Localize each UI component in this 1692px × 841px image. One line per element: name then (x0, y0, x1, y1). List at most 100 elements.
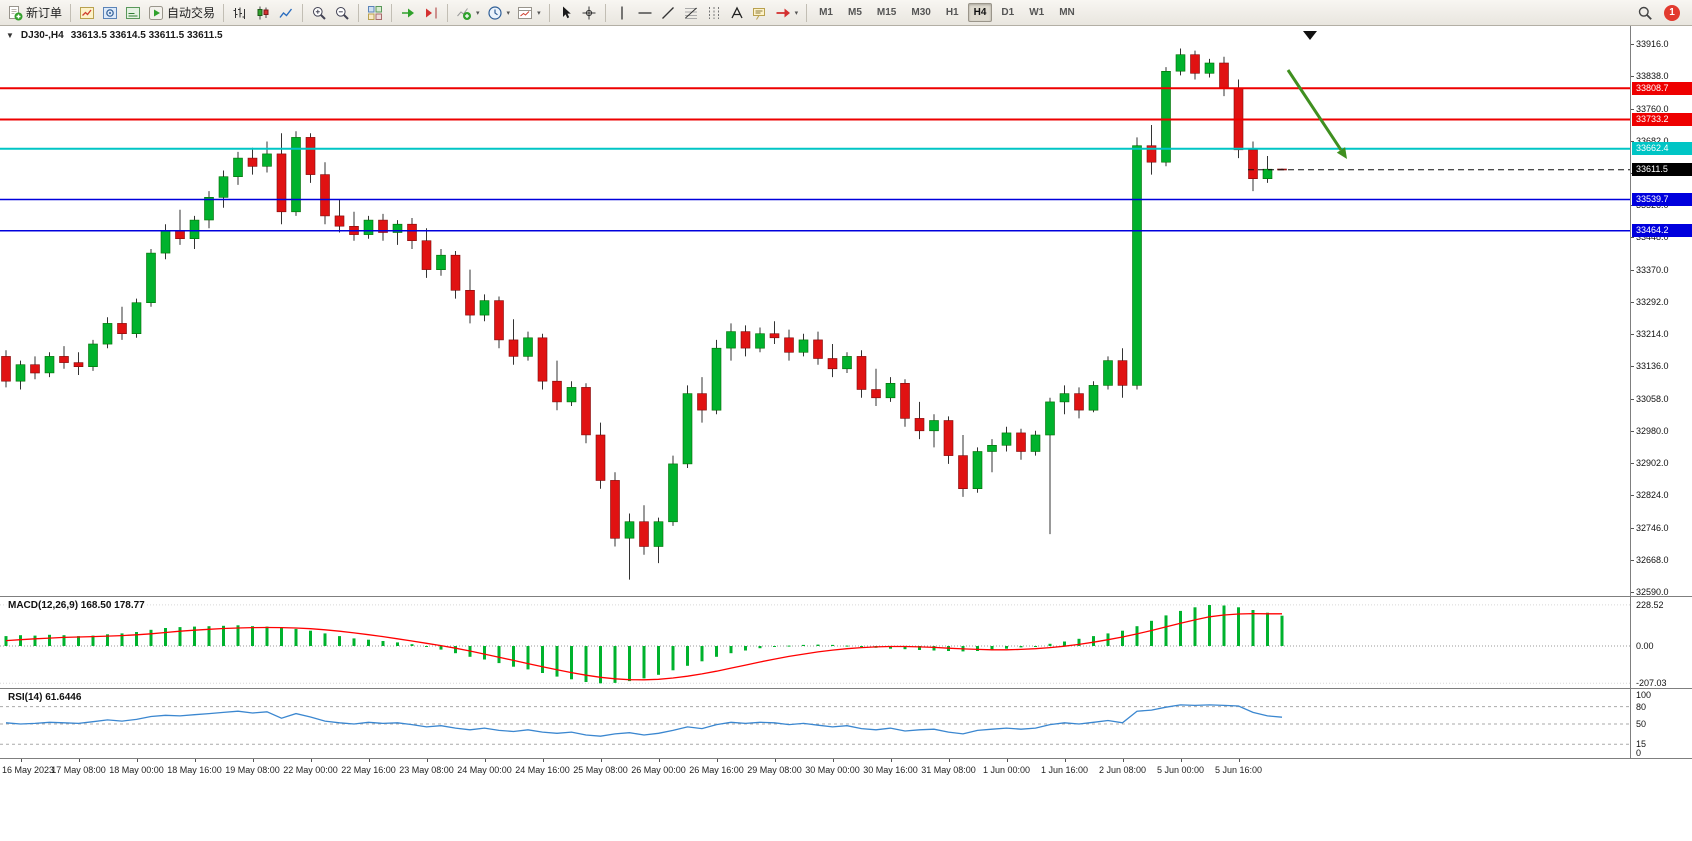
candle (1045, 401, 1055, 436)
zoom-in-icon (311, 5, 327, 21)
rsi-axis-label: 100 (1636, 690, 1652, 700)
candle (769, 333, 780, 339)
candle (15, 364, 26, 382)
macd-panel: MACD(12,26,9) 168.50 178.77 (0, 597, 1630, 688)
cycle-lines-button[interactable] (703, 2, 725, 24)
notification-badge[interactable]: 1 (1664, 4, 1680, 21)
dropdown-arrow-icon: ▾ (537, 9, 541, 17)
candle (30, 364, 40, 374)
time-tick (1122, 759, 1124, 762)
chart-shift-button[interactable] (420, 2, 442, 24)
horizontal-line-icon (637, 5, 653, 21)
candlestick-chart-button[interactable] (252, 2, 274, 24)
time-tick (600, 759, 602, 762)
templates-button[interactable]: ▾ (514, 2, 544, 24)
axis-tick (1631, 527, 1634, 529)
timeframe-h1[interactable]: H1 (945, 7, 959, 18)
vertical-line-button[interactable] (611, 2, 633, 24)
arrow-annotation-head[interactable] (1336, 147, 1347, 159)
price-axis-label: 32668.0 (1636, 554, 1669, 565)
horizontal-line-button[interactable] (634, 2, 656, 24)
candle (291, 137, 301, 213)
trendline-button[interactable] (657, 2, 679, 24)
trendline-icon (660, 5, 676, 21)
terminal-button[interactable] (122, 2, 144, 24)
price-axis[interactable]: 33916.033838.033760.033682.033604.033526… (1630, 26, 1692, 758)
macd-bar (1266, 612, 1269, 646)
cursor-icon (558, 5, 574, 21)
vertical-line-icon (614, 5, 630, 21)
time-axis[interactable]: 16 May 2023 17 May 08:00 18 May 00:00 18 Ma… (0, 758, 1692, 781)
tile-windows-button[interactable] (364, 2, 386, 24)
macd-bar (439, 646, 443, 650)
candle (552, 380, 562, 403)
arrow-annotation-line[interactable] (1286, 69, 1343, 151)
line-chart-button[interactable] (275, 2, 297, 24)
macd-bar (570, 646, 573, 680)
candle (1030, 434, 1041, 452)
market-watch-button[interactable] (76, 2, 98, 24)
timeframe-mn[interactable]: MN (1059, 7, 1075, 18)
macd-bar (845, 645, 849, 647)
timeframe-m5[interactable]: M5 (848, 7, 862, 18)
macd-signal-line (5, 612, 1282, 681)
candle (320, 174, 330, 217)
rsi-panel: RSI(14) 61.6446 (0, 689, 1630, 758)
text-label-button[interactable] (749, 2, 771, 24)
time-axis-label: 29 May 08:00 (747, 765, 802, 775)
timeframe-h4[interactable]: H4 (967, 3, 993, 22)
macd-axis-label: 0.00 (1636, 641, 1654, 651)
indicators-button[interactable]: ▾ (453, 2, 483, 24)
fibonacci-button[interactable] (680, 2, 702, 24)
rsi-label: RSI(14) 61.6446 (6, 692, 84, 703)
macd-bar (193, 626, 196, 646)
price-axis-label: 33760.0 (1636, 103, 1669, 114)
autotrading-button[interactable]: 自动交易 (145, 2, 218, 24)
new-order-button[interactable]: 新订单 (4, 2, 65, 24)
candle (1088, 385, 1099, 411)
candle (1132, 145, 1142, 386)
shapes-button[interactable]: ▾ (772, 2, 802, 24)
cursor-button[interactable] (555, 2, 577, 24)
new-order-icon (7, 5, 23, 21)
time-axis-label: 26 May 16:00 (689, 765, 744, 775)
price-chart-canvas[interactable] (0, 26, 1630, 596)
macd-bar (236, 625, 240, 646)
timeframe-w1[interactable]: W1 (1029, 7, 1045, 18)
macd-bar (265, 626, 269, 646)
macd-bar (512, 646, 515, 667)
navigator-button[interactable] (99, 2, 121, 24)
zoom-out-button[interactable] (331, 2, 353, 24)
panel-separator[interactable] (0, 688, 1692, 689)
zoom-in-button[interactable] (308, 2, 330, 24)
tile-windows-icon (367, 5, 383, 21)
candle (755, 333, 765, 349)
time-axis-label: 17 May 08:00 (51, 765, 106, 775)
macd-bar (1179, 610, 1182, 646)
time-axis-label: 18 May 00:00 (109, 765, 164, 775)
price-axis-label: 32980.0 (1636, 425, 1669, 436)
axis-tick (1631, 269, 1634, 271)
panel-separator[interactable] (0, 596, 1692, 597)
search-button[interactable] (1634, 2, 1656, 24)
main-chart[interactable]: ▼ DJ30-,H4 33613.5 33614.5 33611.5 33611… (0, 26, 1630, 596)
periods-button[interactable]: ▾ (484, 2, 514, 24)
crosshair-button[interactable] (578, 2, 600, 24)
candle (363, 219, 374, 235)
line-chart-icon (278, 5, 294, 21)
timeframe-d1[interactable]: D1 (1001, 7, 1015, 18)
candle (639, 521, 649, 547)
auto-scroll-button[interactable] (397, 2, 419, 24)
macd-bar (657, 646, 660, 675)
text-button[interactable] (726, 2, 748, 24)
timeframe-m1[interactable]: M1 (819, 7, 833, 18)
timeframe-m15[interactable]: M15 (876, 7, 897, 18)
chart-shift-marker[interactable] (1303, 31, 1317, 40)
candle (1103, 360, 1113, 386)
candle (276, 153, 287, 213)
price-badge: 33464.2 (1632, 224, 1692, 238)
chart-menu-caret-icon[interactable]: ▼ (6, 31, 14, 40)
bar-chart-button[interactable] (229, 2, 251, 24)
candle (494, 300, 504, 341)
timeframe-m30[interactable]: M30 (911, 7, 931, 18)
